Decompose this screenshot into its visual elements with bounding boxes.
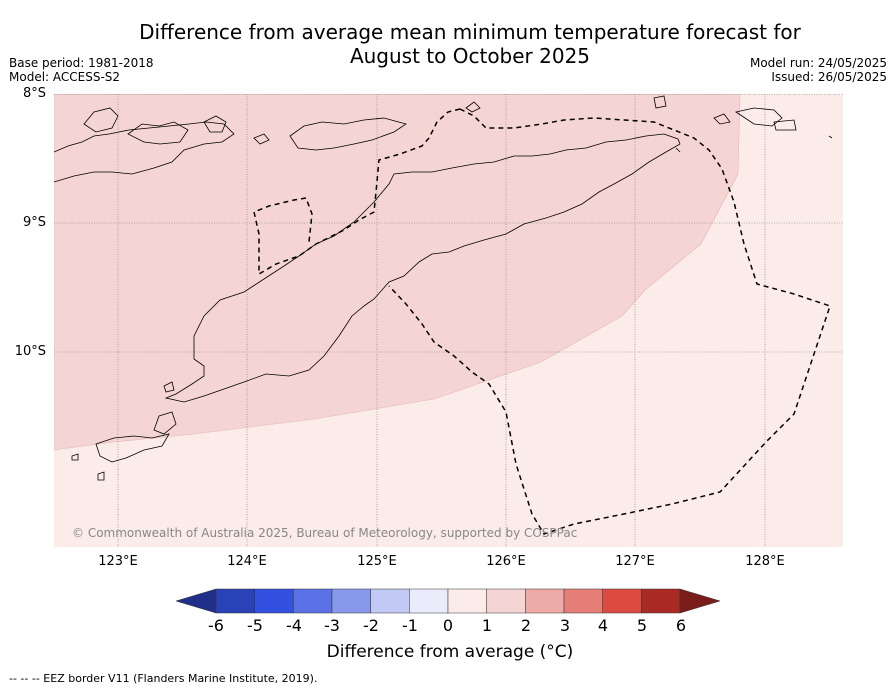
colorbar-cell: [486, 588, 526, 614]
meta-right: Model run: 24/05/2025 Issued: 26/05/2025: [750, 56, 887, 84]
colorbar-cell: [254, 588, 294, 614]
colorbar-cell: [602, 588, 642, 614]
colorbar-low-extend: [176, 588, 217, 614]
colorbar-tick: 5: [636, 616, 648, 635]
colorbar-cell: [525, 588, 565, 614]
colorbar-tick: 1: [481, 616, 493, 635]
colorbar-tick: -6: [208, 616, 224, 635]
model-run: Model run: 24/05/2025: [749, 56, 887, 70]
colorbar-cell: [409, 588, 449, 614]
colorbar: [176, 588, 721, 614]
base-period: Base period: 1981-2018: [9, 56, 154, 70]
band-1-to-2: [54, 94, 741, 451]
colorbar-tick: -5: [247, 616, 263, 635]
colorbar-cell: [331, 588, 371, 614]
colorbar-tick: -3: [324, 616, 340, 635]
lat-label-10s: 10°S: [14, 344, 46, 359]
lon-label-124e: 124°E: [227, 554, 267, 569]
colorbar-tick: 0: [442, 616, 454, 635]
colorbar-cell: [447, 588, 487, 614]
colorbar-cell: [293, 588, 333, 614]
colorbar-tick: 6: [675, 616, 687, 635]
lon-label-127e: 127°E: [615, 554, 655, 569]
colorbar-tick: 4: [597, 616, 609, 635]
title-line-1: Difference from average mean minimum tem…: [139, 20, 801, 44]
lat-label-9s: 9°S: [22, 215, 46, 230]
colorbar-tick: -4: [286, 616, 302, 635]
chart-title: Difference from average mean minimum tem…: [90, 20, 850, 68]
meta-left: Base period: 1981-2018 Model: ACCESS-S2: [9, 56, 154, 84]
lon-label-125e: 125°E: [357, 554, 397, 569]
coastlines: [54, 95, 833, 481]
colorbar-cell: [370, 588, 410, 614]
copyright-notice: © Commonwealth of Australia 2025, Bureau…: [72, 526, 578, 540]
colorbar-cell: [563, 588, 603, 614]
colorbar-tick: 3: [559, 616, 571, 635]
colorbar-cells: [215, 588, 681, 614]
eez-border: [253, 108, 831, 535]
title-line-2: August to October 2025: [349, 44, 591, 68]
colorbar-tick: -1: [402, 616, 418, 635]
eez-legend: -- -- -- EEZ border V11 (Flanders Marine…: [9, 672, 318, 685]
colorbar-label: Difference from average (°C): [326, 642, 574, 662]
colorbar-cell: [215, 588, 255, 614]
lon-label-126e: 126°E: [486, 554, 526, 569]
model-name: Model: ACCESS-S2: [9, 70, 121, 84]
issued-date: Issued: 26/05/2025: [771, 70, 887, 84]
colorbar-tick: -2: [363, 616, 379, 635]
lat-label-8s: 8°S: [22, 86, 46, 101]
lon-label-123e: 123°E: [98, 554, 138, 569]
colorbar-high-extend: [679, 588, 721, 614]
colorbar-cell: [641, 588, 681, 614]
colorbar-tick: 2: [520, 616, 532, 635]
graticule: [54, 94, 843, 547]
lon-label-128e: 128°E: [745, 554, 785, 569]
forecast-map: [54, 94, 843, 547]
